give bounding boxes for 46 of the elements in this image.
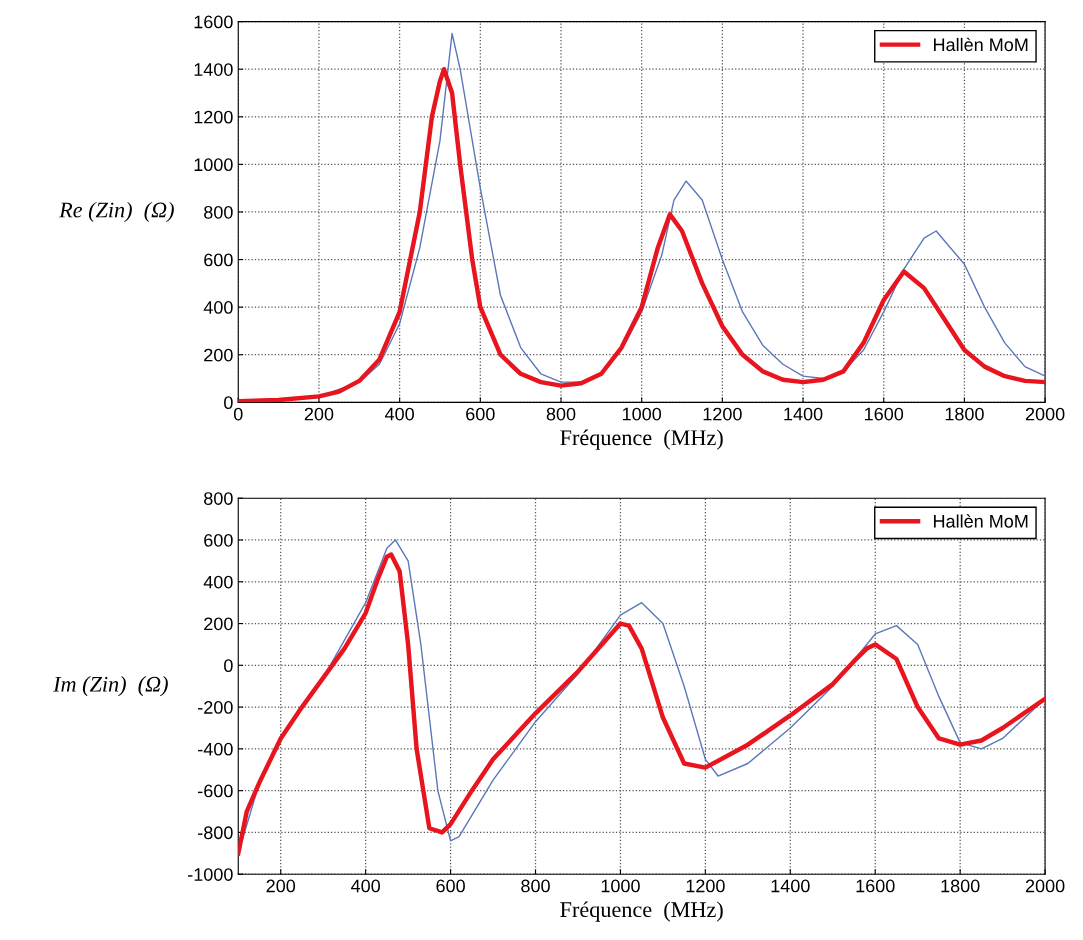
x-tick-label: 400 — [351, 879, 381, 893]
x-tick-label: 0 — [233, 407, 243, 421]
y-tick-label: -1000 — [188, 868, 233, 881]
x-tick-label: 1000 — [601, 879, 640, 893]
y-tick-label: 600 — [204, 533, 233, 547]
y-axis-title: Im (Zin) (Ω) — [53, 676, 168, 697]
y-axis-title: Re (Zin) (Ω) — [59, 201, 174, 223]
y-tick-label: 800 — [204, 205, 233, 219]
x-tick-label: 1400 — [784, 407, 823, 421]
y-tick-label: -600 — [198, 784, 233, 798]
x-tick-label: 200 — [266, 879, 296, 893]
x-tick-label: 200 — [304, 407, 334, 421]
y-tick-label: 200 — [204, 617, 233, 631]
x-tick-label: 1800 — [941, 879, 980, 893]
x-tick-label: 800 — [521, 879, 550, 893]
y-tick-label: 600 — [204, 253, 233, 267]
y-tick-label: 0 — [224, 659, 233, 673]
legend-label: Hallèn MoM — [934, 514, 1028, 528]
legend-label: Hallèn MoM — [934, 37, 1028, 52]
y-tick-label: 1000 — [194, 158, 233, 172]
x-tick-label: 400 — [384, 407, 414, 421]
y-tick-label: 1200 — [194, 110, 233, 124]
x-tick-label: 1000 — [622, 407, 662, 421]
x-tick-label: 600 — [436, 879, 465, 893]
x-tick-label: 1200 — [703, 407, 742, 421]
y-tick-label: -800 — [198, 826, 233, 840]
x-tick-label: 800 — [546, 407, 576, 421]
y-tick-label: 1600 — [194, 15, 233, 29]
y-tick-label: 200 — [204, 348, 233, 362]
y-tick-label: -400 — [198, 742, 233, 756]
y-tick-label: -200 — [198, 701, 233, 714]
y-tick-label: 800 — [204, 492, 233, 505]
x-tick-label: 1400 — [771, 879, 810, 893]
y-tick-label: 400 — [203, 575, 233, 589]
x-axis-title: Fréquence (MHz) — [560, 901, 723, 922]
x-tick-label: 1200 — [686, 879, 725, 893]
x-tick-label: 1600 — [865, 407, 904, 421]
x-tick-label: 600 — [466, 407, 495, 421]
x-tick-label: 1600 — [856, 879, 895, 893]
x-tick-label: 2000 — [1025, 407, 1065, 421]
x-tick-label: 2000 — [1025, 879, 1065, 893]
y-tick-label: 400 — [203, 301, 233, 314]
y-tick-label: 1400 — [194, 63, 233, 76]
x-axis-title: Fréquence (MHz) — [560, 429, 723, 450]
x-tick-label: 1800 — [945, 407, 984, 421]
y-tick-label: 0 — [224, 396, 233, 410]
